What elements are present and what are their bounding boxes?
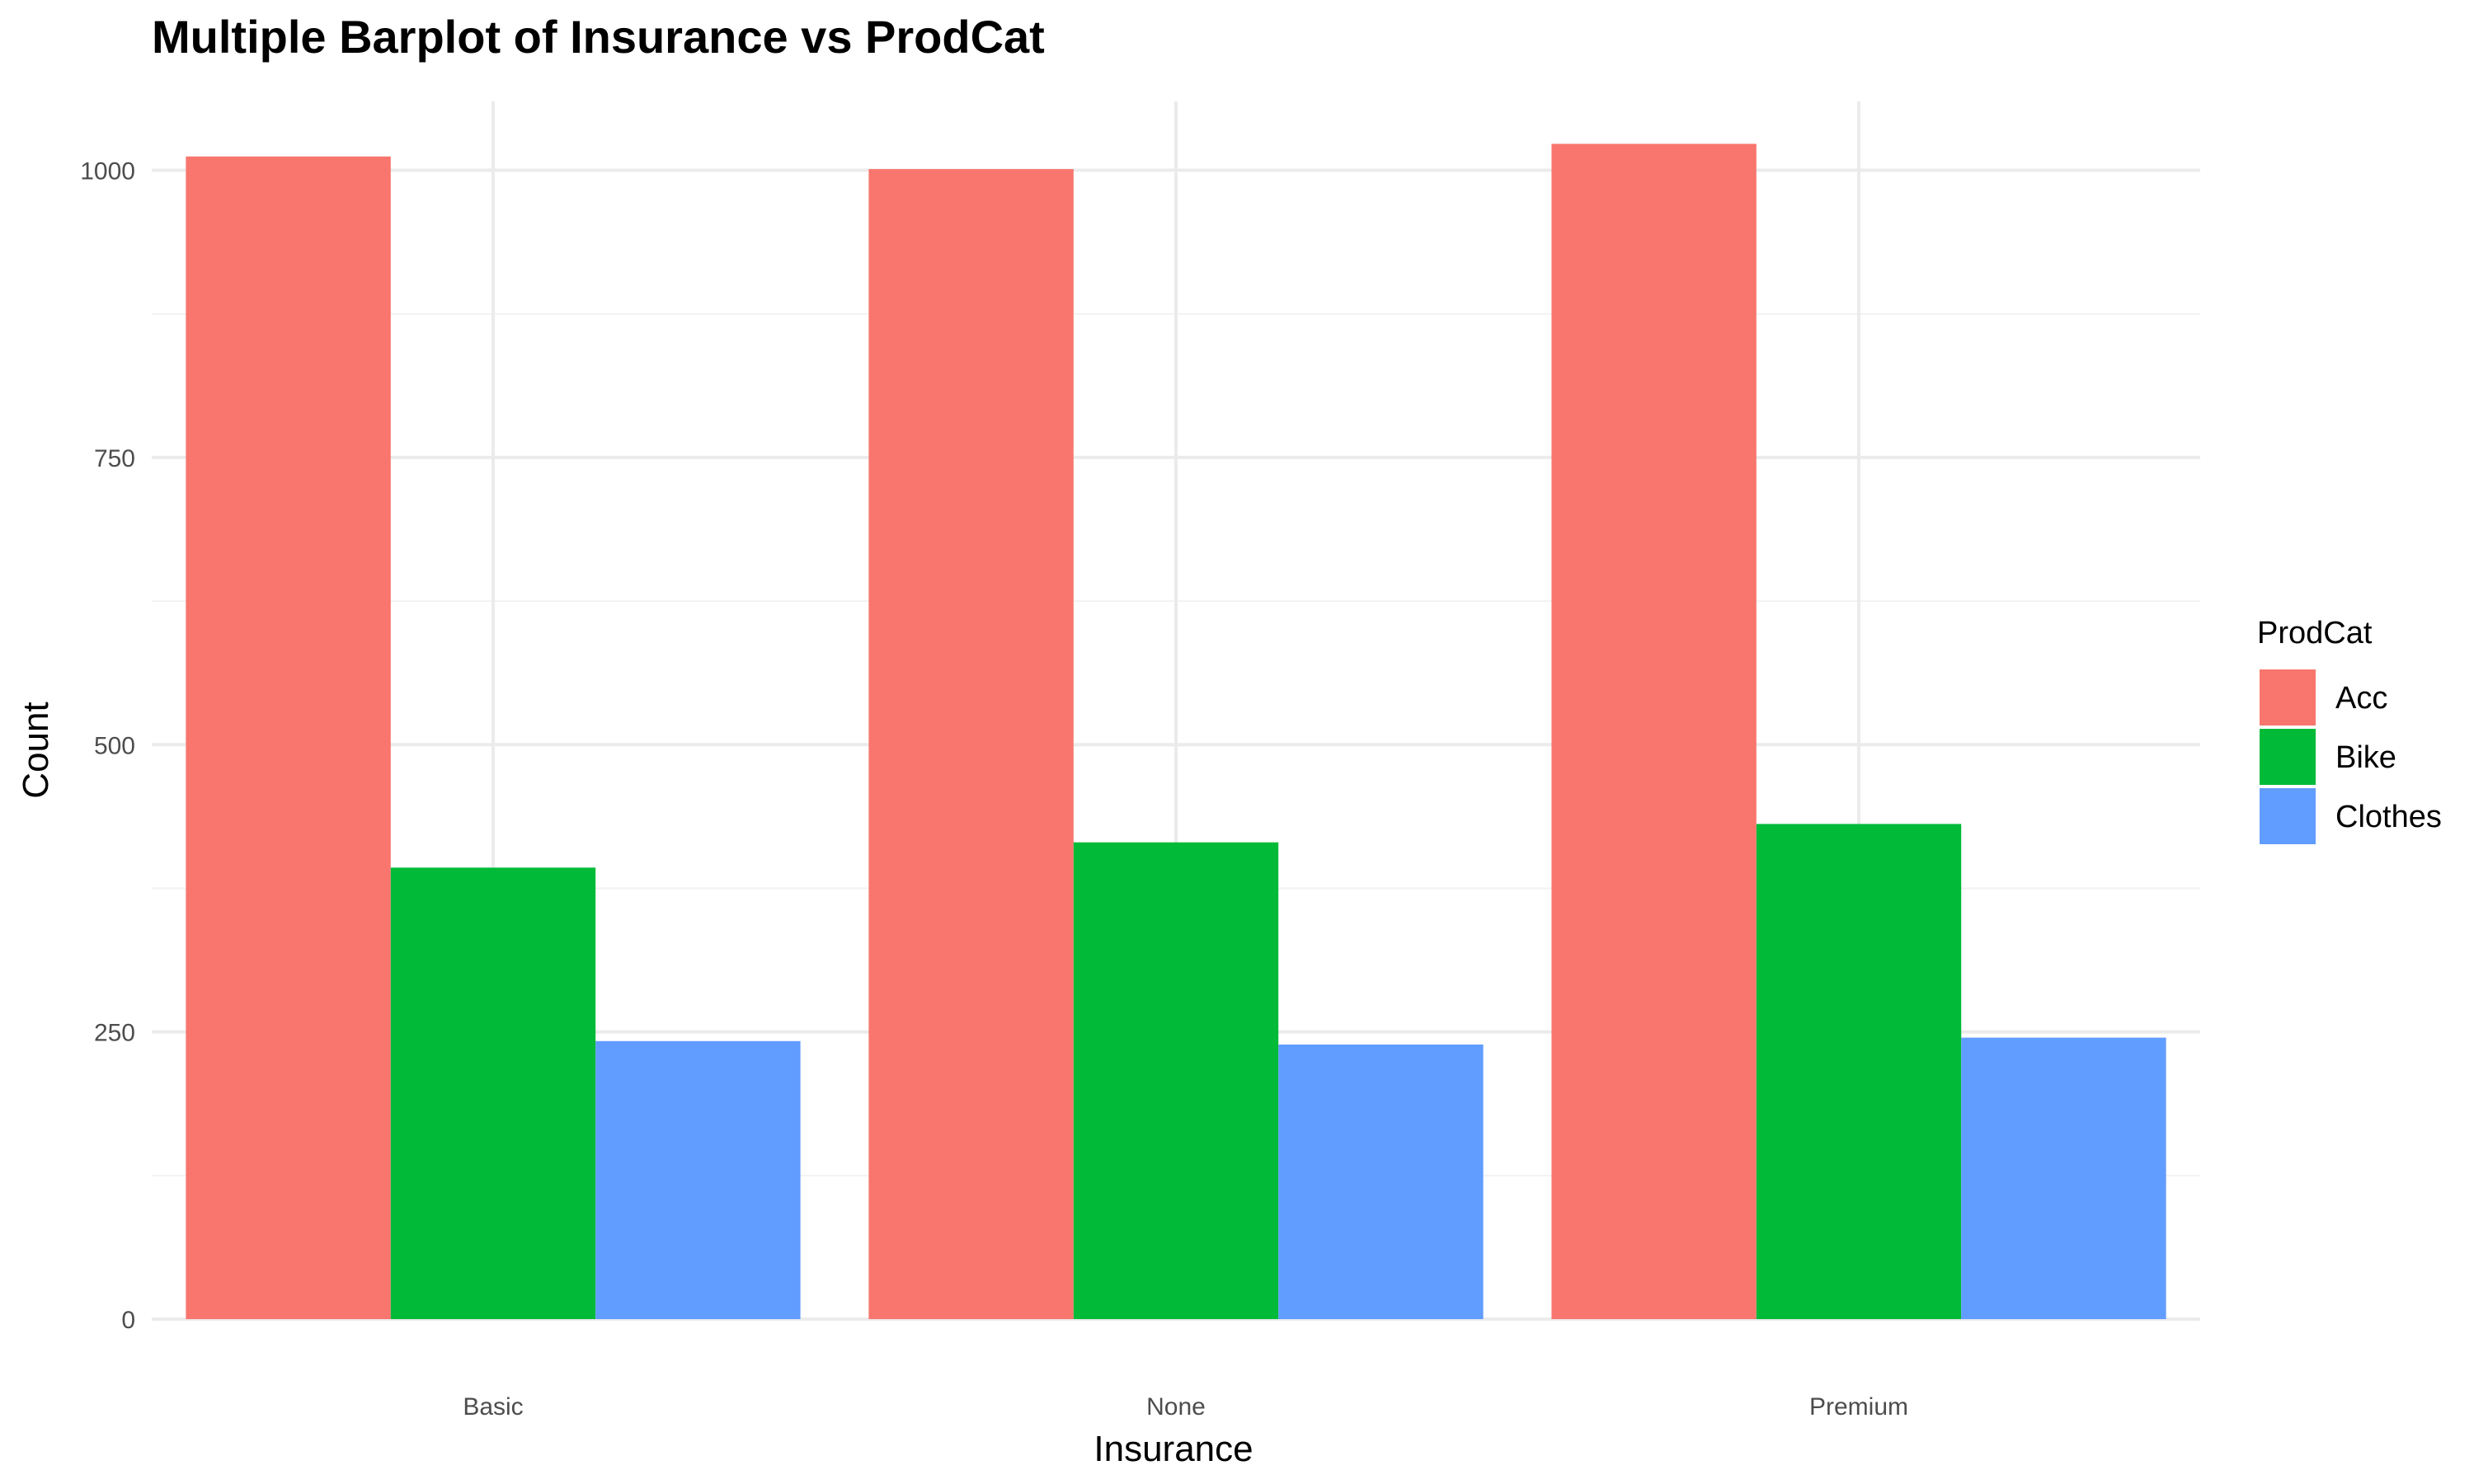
legend-key-clothes — [2260, 788, 2316, 844]
bar-acc-premium — [1551, 143, 1757, 1320]
y-axis-title: Count — [16, 702, 56, 798]
bar-bike-basic — [390, 867, 596, 1319]
x-tick-label: Basic — [463, 1393, 523, 1421]
x-tick-label: None — [1146, 1393, 1206, 1421]
y-tick-label: 1000 — [80, 158, 135, 186]
bar-clothes-none — [1278, 1044, 1484, 1319]
bar-acc-basic — [186, 156, 391, 1320]
bar-clothes-premium — [1961, 1037, 2166, 1319]
y-tick-label: 500 — [94, 732, 135, 759]
x-tick-label: Premium — [1809, 1393, 1908, 1421]
legend: ProdCat Acc Bike Clothes — [2257, 616, 2442, 844]
x-axis-title: Insurance — [1094, 1429, 1253, 1469]
y-tick-label: 250 — [94, 1020, 135, 1047]
legend-label-clothes: Clothes — [2335, 800, 2442, 834]
y-tick-label: 0 — [121, 1307, 135, 1334]
axes: 0 250 500 750 1000 Basic None Premium — [80, 158, 1908, 1421]
bar-clothes-basic — [595, 1040, 801, 1319]
legend-title: ProdCat — [2257, 616, 2373, 650]
legend-label-acc: Acc — [2335, 681, 2387, 716]
bar-acc-none — [868, 169, 1074, 1320]
bar-bike-premium — [1756, 824, 1962, 1319]
legend-label-bike: Bike — [2335, 740, 2396, 775]
bars — [186, 143, 2166, 1320]
legend-key-acc — [2260, 669, 2316, 726]
y-tick-label: 750 — [94, 445, 135, 472]
bar-bike-none — [1073, 842, 1279, 1319]
legend-key-bike — [2260, 729, 2316, 785]
legend-items: Acc Bike Clothes — [2260, 669, 2442, 844]
chart-title: Multiple Barplot of Insurance vs ProdCat — [152, 11, 1045, 63]
